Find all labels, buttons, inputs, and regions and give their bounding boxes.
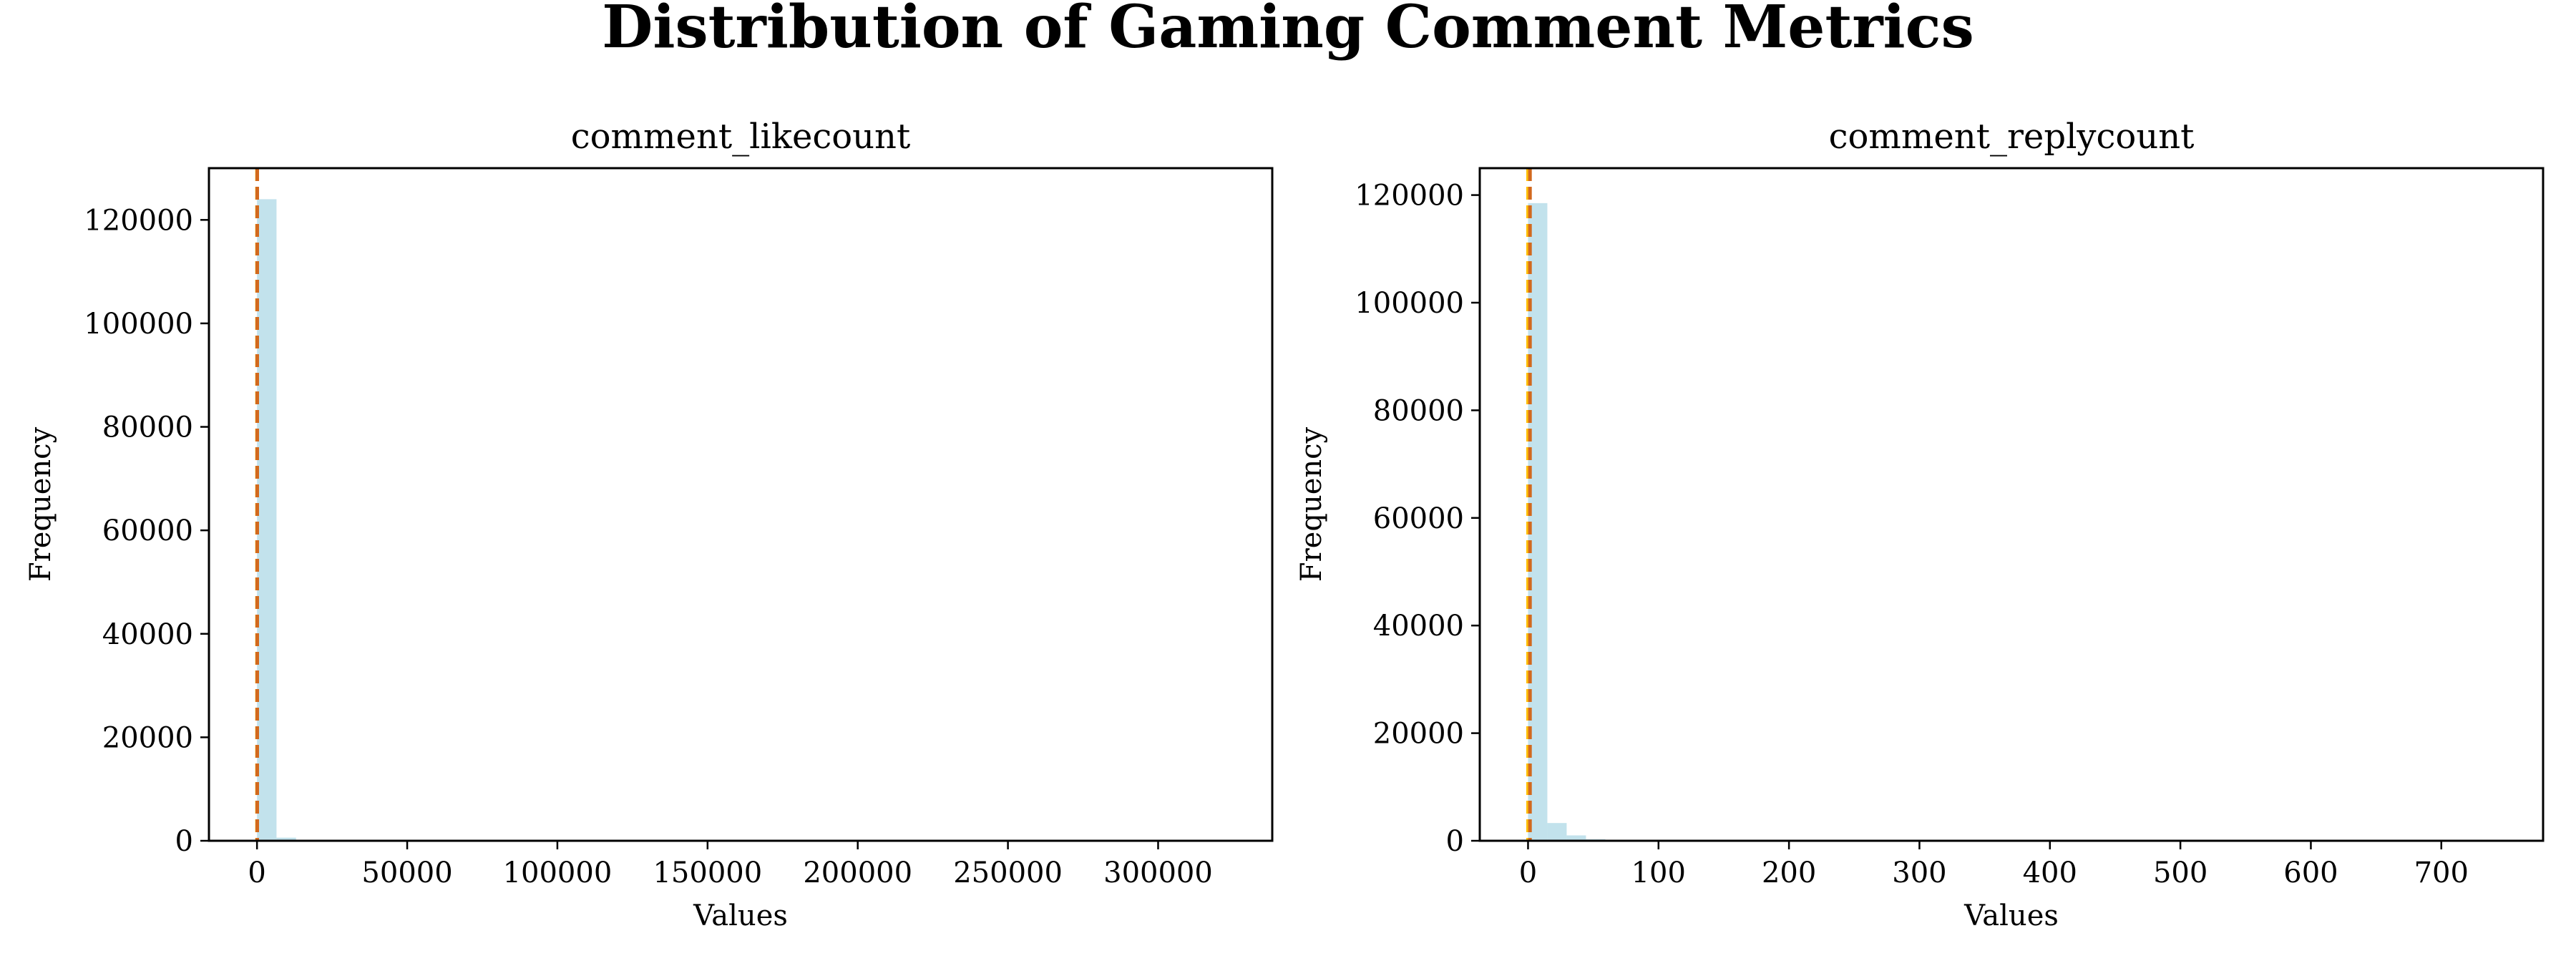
y-tick-label: 60000	[102, 514, 193, 547]
y-tick-label: 40000	[1373, 610, 1464, 643]
y-tick-label: 100000	[1355, 287, 1464, 320]
y-axis-label: Frequency	[1295, 426, 1328, 582]
y-tick-label: 40000	[102, 618, 193, 651]
x-tick-label: 300	[1892, 857, 1946, 889]
chart-panel-2: 0 100 200 300 400 500 600 700 0 20000 40000 60000 80…	[1295, 117, 2545, 932]
x-axis-label: Values	[1963, 899, 2059, 932]
y-tick-label: 20000	[1373, 718, 1464, 751]
histogram-bar	[257, 199, 277, 841]
subplot-title: comment_likecount	[571, 117, 911, 157]
histogram-bar	[1566, 835, 1586, 841]
y-tick-label: 120000	[1355, 180, 1464, 213]
y-tick-label: 0	[175, 825, 193, 858]
y-tick-label: 100000	[84, 308, 193, 341]
x-tick-label: 700	[2414, 857, 2469, 889]
chart-panel-1: 0 50000 100000 150000 200000 250000 300000 0 200…	[24, 117, 1274, 932]
x-tick-label: 0	[248, 857, 265, 889]
x-tick-label: 300000	[1103, 857, 1213, 889]
x-tick-label: 600	[2283, 857, 2338, 889]
figure-title: Distribution of Gaming Comment Metrics	[602, 0, 1974, 62]
x-tick-label: 250000	[953, 857, 1063, 889]
y-tick-label: 80000	[102, 411, 193, 444]
x-tick-label: 0	[1519, 857, 1537, 889]
y-tick-label: 0	[1446, 825, 1464, 858]
histogram-bar	[276, 837, 296, 841]
y-axis-label: Frequency	[24, 426, 57, 582]
subplot-title: comment_replycount	[1829, 117, 2195, 157]
x-tick-label: 100	[1631, 857, 1686, 889]
x-tick-label: 150000	[653, 857, 762, 889]
x-tick-label: 50000	[361, 857, 452, 889]
x-tick-label: 200	[1762, 857, 1816, 889]
x-tick-label: 100000	[503, 857, 613, 889]
y-tick-label: 120000	[84, 204, 193, 237]
y-tick-label: 20000	[102, 721, 193, 754]
x-tick-label: 200000	[803, 857, 912, 889]
y-tick-label: 60000	[1373, 502, 1464, 535]
x-tick-label: 400	[2023, 857, 2077, 889]
x-axis-label: Values	[693, 899, 788, 932]
axes-frame	[1478, 167, 2545, 842]
y-tick-label: 80000	[1373, 394, 1464, 427]
histogram-bar	[1547, 823, 1567, 841]
axes-frame	[208, 167, 1274, 842]
x-tick-label: 500	[2153, 857, 2207, 889]
